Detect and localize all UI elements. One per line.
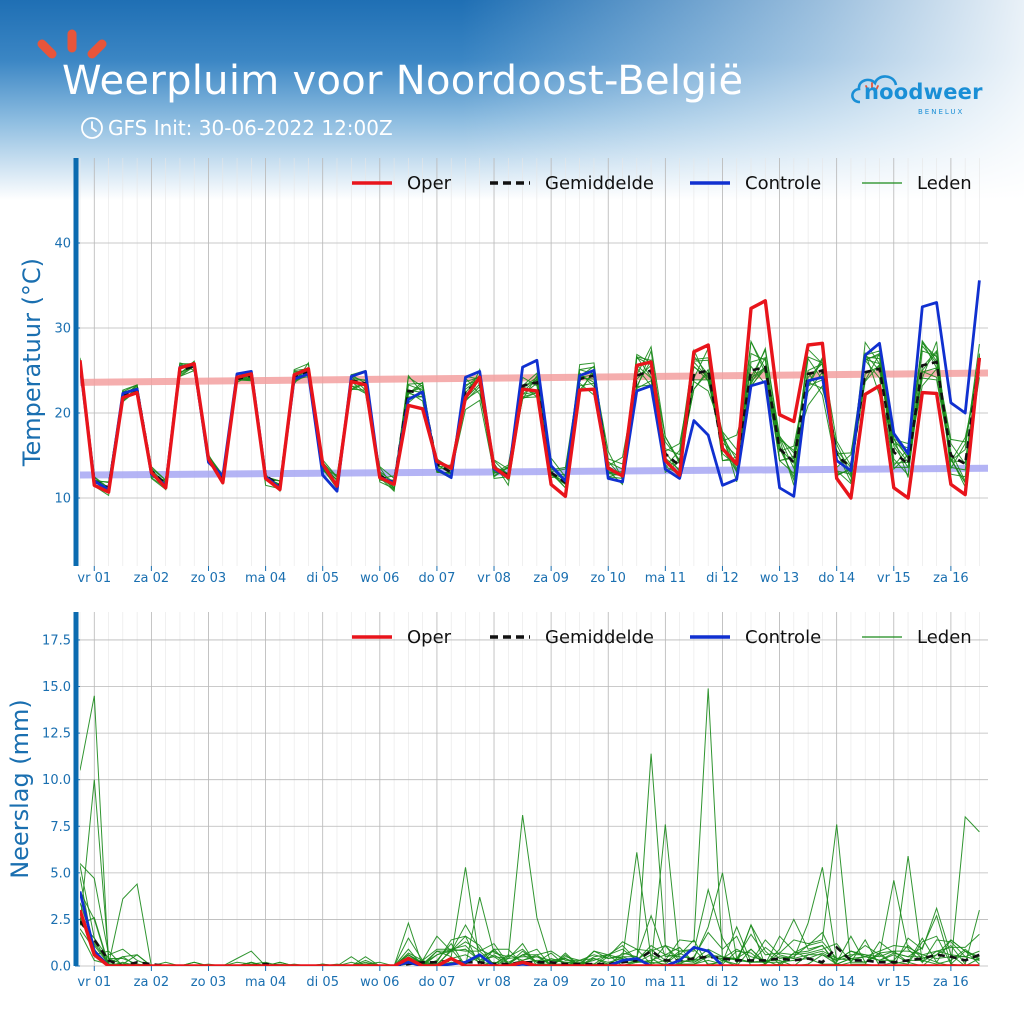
- plot-area: [80, 280, 988, 500]
- page-title: Weerpluim voor Noordoost-België: [62, 58, 744, 104]
- x-tick-label: do 07: [418, 571, 455, 586]
- member-line: [80, 779, 980, 966]
- x-tick-label: wo 06: [360, 571, 399, 586]
- x-tick-label: wo 13: [760, 975, 799, 990]
- precipitation-chart: 0.0 2.5 5.0 7.5 10.0 12.5 15.0 17.5 vr 01 za 02 zo…: [6, 612, 988, 990]
- member-line: [80, 863, 980, 966]
- logo-subtext: BENELUX: [918, 108, 965, 116]
- y-tick-label: 40: [54, 237, 71, 252]
- x-tick-label: za 09: [533, 975, 568, 990]
- y-tick-label: 5.0: [50, 866, 71, 881]
- x-tick-label: vr 08: [477, 571, 511, 586]
- legend-label-mean: Gemiddelde: [545, 173, 654, 194]
- x-tick-label: di 12: [706, 571, 739, 586]
- member-line: [80, 865, 980, 966]
- plot-area: [80, 688, 980, 966]
- x-tick-label: zo 03: [191, 975, 226, 990]
- y-tick-label: 10: [54, 492, 71, 507]
- y-tick-label: 30: [54, 322, 71, 337]
- x-tick-label: do 14: [818, 571, 855, 586]
- y-tick-label: 17.5: [42, 633, 71, 648]
- member-line: [80, 688, 980, 966]
- y-tick-label: 10.0: [42, 773, 71, 788]
- x-tick-label: ma 11: [645, 975, 686, 990]
- x-tick-label: za 16: [933, 571, 968, 586]
- legend-label-control: Controle: [745, 627, 821, 648]
- y-tick-label: 15.0: [42, 680, 71, 695]
- clock-icon: [81, 117, 103, 139]
- x-tick-label: do 14: [818, 975, 855, 990]
- y-tick-label: 12.5: [42, 727, 71, 742]
- x-tick-label: vr 08: [477, 975, 511, 990]
- y-axis-label: Neerslag (mm): [6, 699, 34, 879]
- x-tick-label: zo 10: [591, 975, 626, 990]
- logo: noodweer BENELUX: [846, 66, 982, 122]
- cloud-icon: [851, 75, 898, 104]
- x-tick-label: wo 06: [360, 975, 399, 990]
- legend: Oper Gemiddelde Controle Leden: [352, 627, 972, 648]
- x-tick-label: za 02: [134, 975, 169, 990]
- y-tick-label: 0.0: [50, 960, 71, 975]
- legend: Oper Gemiddelde Controle Leden: [352, 173, 972, 194]
- logo-text: noodweer: [864, 80, 983, 104]
- x-tick-label: vr 01: [77, 571, 111, 586]
- x-tick-label: wo 13: [760, 571, 799, 586]
- x-tick-label: vr 15: [877, 975, 911, 990]
- x-tick-label: zo 10: [591, 571, 626, 586]
- legend-label-oper: Oper: [407, 627, 452, 648]
- x-tick-label: di 12: [706, 975, 739, 990]
- x-tick-label: ma 04: [245, 571, 286, 586]
- y-axis-label: Temperatuur (°C): [18, 258, 46, 467]
- x-tick-label: vr 01: [77, 975, 111, 990]
- member-line: [80, 824, 980, 966]
- y-tick-label: 2.5: [50, 913, 71, 928]
- legend-label-oper: Oper: [407, 173, 452, 194]
- member-line: [80, 876, 980, 966]
- x-tick-label: za 09: [533, 571, 568, 586]
- init-time-text: GFS Init: 30-06-2022 12:00Z: [108, 116, 393, 140]
- member-line: [80, 753, 980, 966]
- sun-rays-icon: [37, 29, 107, 59]
- oper-line: [80, 299, 982, 500]
- x-tick-label: za 02: [134, 571, 169, 586]
- member-line: [80, 867, 980, 966]
- legend-label-control: Controle: [745, 173, 821, 194]
- y-tick-label: 7.5: [50, 820, 71, 835]
- mean-line: [80, 920, 980, 966]
- x-tick-label: za 16: [933, 975, 968, 990]
- x-tick-label: vr 15: [877, 571, 911, 586]
- x-tick-label: zo 03: [191, 571, 226, 586]
- x-tick-label: do 07: [418, 975, 455, 990]
- legend-label-mean: Gemiddelde: [545, 627, 654, 648]
- climatology-max-line: [80, 369, 988, 386]
- init-time: GFS Init: 30-06-2022 12:00Z: [80, 116, 393, 140]
- x-tick-label: di 05: [306, 571, 339, 586]
- temperature-chart: 10 20 30 40 vr 01 za 02 zo 03 ma 04 di 05 wo 06 do…: [18, 158, 988, 586]
- legend-label-members: Leden: [917, 627, 972, 648]
- x-tick-label: di 05: [306, 975, 339, 990]
- member-line: [80, 695, 980, 966]
- y-tick-label: 20: [54, 407, 71, 422]
- oper-line: [80, 909, 980, 966]
- x-tick-label: ma 04: [245, 975, 286, 990]
- x-tick-label: ma 11: [645, 571, 686, 586]
- legend-label-members: Leden: [917, 173, 972, 194]
